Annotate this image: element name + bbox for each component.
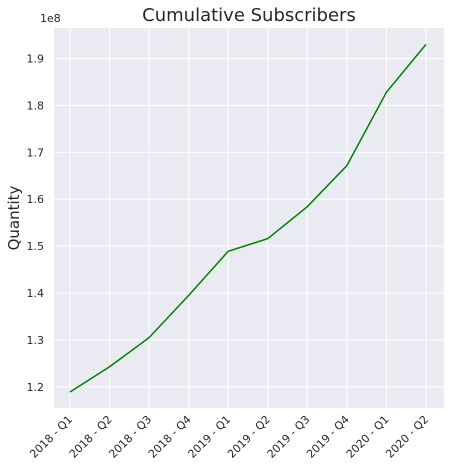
y-tick-label: 1.7 <box>27 146 45 159</box>
y-tick-label: 1.6 <box>27 193 45 206</box>
y-tick-label: 1.9 <box>27 52 45 65</box>
series-line <box>69 43 427 393</box>
y-tick-labels: 1.2 1.3 1.4 1.5 1.6 1.7 1.8 1.9 <box>27 52 45 393</box>
chart-title: Cumulative Subscribers <box>142 5 356 26</box>
y-tick-label: 1.4 <box>27 287 45 300</box>
grid-lines <box>54 28 444 408</box>
series-layer <box>69 43 427 393</box>
y-tick-label: 1.5 <box>27 240 45 253</box>
plot-area <box>54 28 444 408</box>
y-axis-offset-label: 1e8 <box>40 12 61 25</box>
y-tick-label: 1.2 <box>27 381 45 394</box>
x-tick-label: 2020 - Q2 <box>383 413 431 461</box>
y-tick-label: 1.3 <box>27 334 45 347</box>
y-axis-label: Quantity <box>5 185 23 250</box>
y-tick-label: 1.8 <box>27 99 45 112</box>
